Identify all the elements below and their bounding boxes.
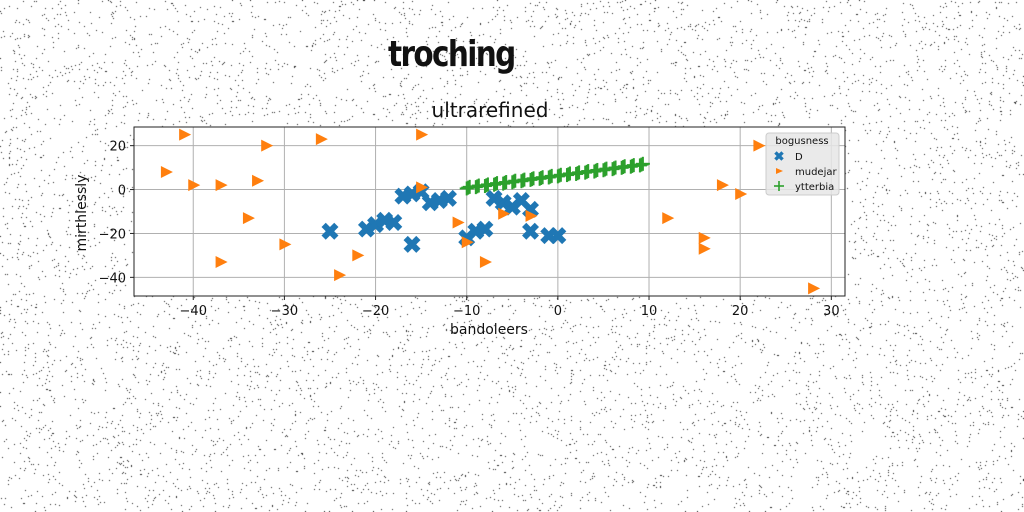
point-mudejar — [735, 187, 748, 200]
x-tick-label: −30 — [271, 304, 298, 319]
x-axis-label: bandoleers — [450, 322, 528, 338]
point-mudejar — [753, 139, 766, 152]
point-mudejar — [315, 133, 328, 146]
point-mudejar — [160, 165, 173, 178]
point-D — [494, 194, 512, 212]
point-mudejar — [179, 128, 192, 141]
point-mudejar — [352, 249, 365, 262]
point-mudejar — [498, 207, 511, 220]
x-tick-label: −10 — [453, 304, 480, 319]
point-mudejar — [698, 231, 711, 244]
y-tick-label: 0 — [118, 184, 126, 199]
point-mudejar — [334, 269, 347, 282]
legend-label-ytterbia: ytterbia — [795, 182, 834, 193]
legend-title: bogusness — [775, 136, 828, 147]
point-D — [385, 213, 403, 231]
x-tick-label: 10 — [641, 304, 658, 319]
legend-marker-ytterbia — [774, 181, 784, 191]
legend-label-mudejar: mudejar — [795, 167, 837, 178]
point-D — [403, 235, 421, 253]
point-mudejar — [716, 179, 729, 192]
point-mudejar — [279, 238, 292, 251]
point-D — [321, 222, 339, 240]
point-mudejar — [252, 174, 265, 187]
point-D — [522, 222, 540, 240]
point-D — [367, 216, 385, 234]
figure-title: troching — [388, 34, 516, 75]
x-tick-label: −40 — [180, 304, 207, 319]
chart-title: ultrarefined — [431, 98, 549, 122]
point-mudejar — [215, 255, 228, 268]
x-tick-label: −20 — [362, 304, 389, 319]
point-mudejar — [808, 282, 821, 295]
x-tick-label: 20 — [732, 304, 749, 319]
point-ytterbia — [635, 156, 650, 171]
point-D — [439, 189, 457, 207]
point-mudejar — [479, 255, 492, 268]
y-axis-label: mirthlessly — [74, 174, 90, 252]
point-mudejar — [452, 216, 465, 229]
y-tick-label: −20 — [99, 227, 126, 242]
plot-area — [134, 127, 845, 296]
x-tick-label: 0 — [554, 304, 562, 319]
point-mudejar — [525, 209, 538, 222]
point-D — [357, 220, 375, 238]
y-tick-label: 20 — [109, 140, 126, 155]
x-tick-label: 30 — [823, 304, 840, 319]
axes-frame — [133, 126, 846, 297]
legend-marker-D — [774, 151, 784, 161]
point-mudejar — [662, 212, 675, 225]
point-mudejar — [416, 181, 429, 194]
legend-label-D: D — [795, 152, 803, 163]
markers — [160, 128, 821, 295]
legend-marker-mudejar — [776, 168, 783, 174]
point-mudejar — [261, 139, 274, 152]
point-mudejar — [215, 179, 228, 192]
point-D — [485, 189, 503, 207]
point-D — [540, 227, 558, 245]
point-mudejar — [698, 242, 711, 255]
y-tick-label: −40 — [99, 271, 126, 286]
point-D — [476, 220, 494, 238]
point-mudejar — [461, 236, 474, 249]
point-mudejar — [188, 179, 201, 192]
point-mudejar — [416, 128, 429, 141]
point-mudejar — [242, 212, 255, 225]
